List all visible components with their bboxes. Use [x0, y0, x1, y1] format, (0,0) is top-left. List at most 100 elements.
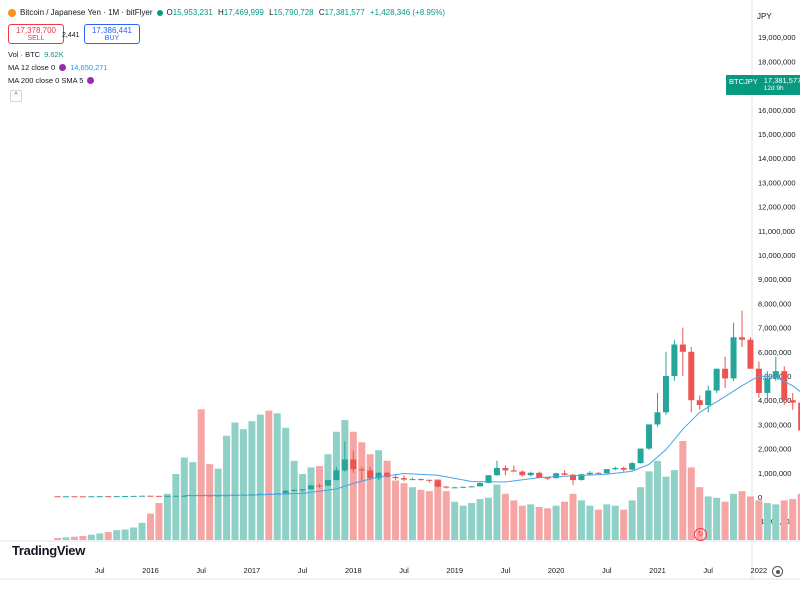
- candle-body: [122, 496, 129, 498]
- candle-body: [747, 339, 754, 369]
- volume-bar: [687, 467, 695, 540]
- open-key: O: [166, 8, 173, 17]
- volume-bar: [239, 429, 247, 540]
- sell-button[interactable]: 17,378,700 SELL: [8, 24, 64, 44]
- buy-button[interactable]: 17,386,441 BUY: [84, 24, 140, 44]
- volume-bar: [662, 476, 670, 540]
- chart-legend: Bitcoin / Japanese Yen · 1M · bitFlyer O…: [8, 8, 448, 17]
- candle-body: [333, 470, 340, 481]
- currency-label[interactable]: JPY: [757, 12, 772, 21]
- candle-body: [629, 463, 636, 470]
- volume-bar: [713, 497, 721, 540]
- volume-bar: [577, 500, 585, 540]
- volume-bar: [434, 479, 442, 540]
- volume-bar: [366, 454, 374, 540]
- volume-bar: [493, 484, 501, 540]
- candle-body: [477, 482, 484, 487]
- volume-bar: [180, 457, 188, 540]
- volume-bar: [552, 505, 560, 540]
- volume-bar: [611, 505, 619, 540]
- ma12-indicator[interactable]: MA 12 close 0 14,650,271: [8, 63, 108, 72]
- candle-body: [367, 470, 374, 479]
- volume-bar: [96, 533, 104, 540]
- price-tag-value: 17,381,577 12d 9h: [760, 75, 800, 95]
- bitcoin-logo-icon: [8, 8, 16, 17]
- candle-body: [705, 390, 712, 406]
- candle-body: [764, 378, 771, 393]
- y-tick-label: 18,000,000: [758, 57, 796, 66]
- candle-body: [54, 496, 61, 498]
- volume-indicator[interactable]: Vol · BTC 9.62K: [8, 50, 64, 59]
- volume-bar: [273, 413, 281, 540]
- collapse-legend-icon[interactable]: ^: [10, 90, 22, 102]
- x-tick-label: Jul: [196, 566, 206, 575]
- volume-bar: [637, 487, 645, 540]
- ma12-line: [184, 375, 800, 496]
- volume-bar: [535, 507, 543, 540]
- price-tag-symbol: BTCJPY: [726, 75, 761, 95]
- candle-body: [384, 472, 391, 477]
- symbol-row: Bitcoin / Japanese Yen · 1M · bitFlyer O…: [8, 8, 448, 17]
- candle-body: [308, 485, 315, 490]
- candle-body: [79, 496, 86, 498]
- candle-body: [358, 469, 365, 471]
- volume-bar: [628, 500, 636, 540]
- symbol-title[interactable]: Bitcoin / Japanese Yen · 1M · bitFlyer: [20, 8, 153, 17]
- candle-body: [71, 496, 78, 498]
- candle-body: [679, 344, 686, 352]
- y-tick-label: 1,000,000: [758, 469, 791, 478]
- candle-body: [401, 478, 407, 480]
- y-tick-label: 2,000,000: [758, 445, 791, 454]
- volume-bar: [527, 504, 535, 540]
- volume-bar: [755, 500, 763, 540]
- y-tick-label: 11,000,000: [758, 227, 795, 236]
- volume-bar: [282, 427, 290, 540]
- volume-bar: [645, 471, 653, 540]
- sell-price: 17,378,700: [15, 26, 57, 35]
- candle-body: [282, 490, 289, 494]
- volume-bar: [341, 419, 349, 540]
- volume-bar: [594, 509, 602, 540]
- volume-bar: [425, 491, 433, 540]
- volume-bar: [189, 462, 197, 540]
- candle-body: [570, 474, 576, 481]
- candle-body: [468, 486, 475, 488]
- y-tick-label: 16,000,000: [758, 106, 796, 115]
- tradingview-logo[interactable]: TradingView: [12, 543, 86, 558]
- volume-bar: [561, 501, 569, 540]
- volume-bar: [223, 435, 231, 540]
- candle-body: [460, 486, 467, 488]
- indicator-settings-icon[interactable]: [59, 64, 67, 71]
- volume-bar: [544, 508, 552, 540]
- candle-body: [392, 476, 399, 479]
- candle-body: [510, 470, 517, 472]
- indicator-settings-icon[interactable]: [87, 77, 95, 84]
- y-tick-label: 8,000,000: [758, 299, 791, 308]
- volume-bar: [442, 491, 450, 540]
- candle-body: [485, 475, 492, 483]
- volume-bar: [358, 442, 366, 540]
- candle-body: [451, 487, 458, 489]
- event-flag-icon[interactable]: ↻: [694, 528, 707, 541]
- volume-bar: [789, 499, 797, 540]
- candle-body: [544, 477, 551, 479]
- x-tick-label: Jul: [399, 566, 409, 575]
- candle-body: [215, 495, 222, 497]
- gear-icon[interactable]: [772, 566, 783, 577]
- x-tick-label: 2016: [142, 566, 159, 575]
- volume-bar: [721, 501, 729, 540]
- candle-body: [772, 371, 779, 379]
- close-key: C: [318, 8, 325, 17]
- candle-body: [299, 489, 306, 491]
- candle-body: [739, 337, 745, 340]
- volume-bar: [290, 460, 298, 540]
- ma200-indicator[interactable]: MA 200 close 0 SMA 5: [8, 76, 95, 85]
- volume-bar: [113, 530, 121, 540]
- x-tick-label: Jul: [501, 566, 511, 575]
- candle-body: [662, 376, 669, 413]
- y-tick-label: 9,000,000: [758, 275, 791, 284]
- volume-bar: [620, 509, 628, 540]
- candle-body: [63, 496, 69, 498]
- market-status-icon[interactable]: [156, 9, 163, 16]
